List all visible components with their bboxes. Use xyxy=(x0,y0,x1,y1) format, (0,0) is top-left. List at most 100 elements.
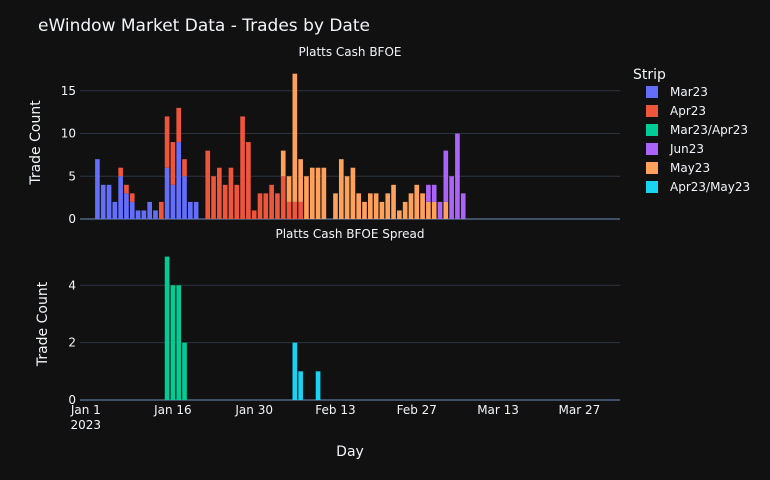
bar-apr23[interactable] xyxy=(246,142,251,219)
bar-apr23[interactable] xyxy=(129,193,135,202)
bar-may23[interactable] xyxy=(408,193,414,219)
bar-apr23[interactable] xyxy=(217,167,222,219)
bar-mar23[interactable] xyxy=(193,201,199,219)
x-tick-label: Jan 16 xyxy=(153,403,192,417)
bar-may23[interactable] xyxy=(309,167,315,219)
legend-swatch[interactable] xyxy=(646,105,658,117)
bar-jun23[interactable] xyxy=(426,184,431,202)
legend-swatch[interactable] xyxy=(646,143,658,155)
legend-item-label[interactable]: May23 xyxy=(670,161,710,175)
bar-jun23[interactable] xyxy=(443,150,449,202)
bar-mar23[interactable] xyxy=(118,176,123,219)
bar-apr23[interactable] xyxy=(222,184,228,219)
bar-apr23[interactable] xyxy=(263,193,269,219)
bar-apr23[interactable] xyxy=(275,193,280,219)
bar-apr23[interactable] xyxy=(205,150,211,219)
bar-may23[interactable] xyxy=(420,193,425,219)
bar-may23[interactable] xyxy=(373,193,379,219)
bar-may23[interactable] xyxy=(315,167,321,219)
x-tick-label: Jan 30 xyxy=(234,403,273,417)
bar-mar23[interactable] xyxy=(182,176,187,219)
bar-apr23[interactable] xyxy=(269,184,274,219)
bar-may23[interactable] xyxy=(338,159,344,219)
bar-mar23[interactable] xyxy=(153,210,158,219)
bar-apr23-may23[interactable] xyxy=(315,371,321,400)
bar-apr23[interactable] xyxy=(234,184,240,219)
bar-mar23-apr23[interactable] xyxy=(176,285,182,400)
bar-mar23[interactable] xyxy=(112,201,118,219)
legend[interactable]: Strip Mar23 Apr23 Mar23/Apr23 Jun23 May23 Apr2… xyxy=(633,67,750,194)
bar-apr23[interactable] xyxy=(158,201,164,219)
bar-apr23[interactable] xyxy=(211,176,216,219)
legend-swatch[interactable] xyxy=(646,86,658,98)
bar-may23[interactable] xyxy=(414,184,420,219)
bar-apr23[interactable] xyxy=(257,193,263,219)
bar-may23[interactable] xyxy=(286,176,292,202)
bar-mar23-apr23[interactable] xyxy=(170,285,176,400)
legend-swatch[interactable] xyxy=(646,162,658,174)
bar-apr23[interactable] xyxy=(280,176,286,219)
bar-apr23-may23[interactable] xyxy=(292,342,298,400)
bar-mar23-apr23[interactable] xyxy=(164,256,170,400)
legend-swatch[interactable] xyxy=(646,181,658,193)
bar-apr23[interactable] xyxy=(240,116,245,219)
legend-swatch[interactable] xyxy=(646,124,658,136)
bar-may23[interactable] xyxy=(280,150,286,177)
bar-may23[interactable] xyxy=(298,159,303,202)
bar-mar23[interactable] xyxy=(170,184,176,219)
bar-may23[interactable] xyxy=(426,201,431,219)
bar-apr23[interactable] xyxy=(286,201,292,219)
bar-mar23[interactable] xyxy=(135,210,141,219)
bar-may23[interactable] xyxy=(362,201,367,219)
bar-may23[interactable] xyxy=(431,201,437,219)
bar-may23[interactable] xyxy=(379,201,385,219)
legend-item-label[interactable]: Apr23/May23 xyxy=(670,180,750,194)
bar-apr23[interactable] xyxy=(124,184,129,194)
bar-jun23[interactable] xyxy=(455,133,460,219)
bar-jun23[interactable] xyxy=(431,184,437,202)
bar-may23[interactable] xyxy=(368,193,373,219)
bar-apr23[interactable] xyxy=(182,159,187,177)
bar-may23[interactable] xyxy=(443,201,449,219)
bar-mar23[interactable] xyxy=(129,201,135,219)
bar-mar23[interactable] xyxy=(95,159,100,219)
bar-jun23[interactable] xyxy=(460,193,466,219)
bar-mar23[interactable] xyxy=(164,167,170,219)
bar-mar23[interactable] xyxy=(176,142,182,219)
legend-item-label[interactable]: Jun23 xyxy=(669,142,704,156)
bar-may23[interactable] xyxy=(397,210,402,219)
bar-apr23[interactable] xyxy=(170,142,176,185)
bar-apr23[interactable] xyxy=(298,201,303,219)
bar-may23[interactable] xyxy=(344,176,350,219)
legend-item-label[interactable]: Mar23/Apr23 xyxy=(670,123,748,137)
bar-may23[interactable] xyxy=(321,167,327,219)
legend-title: Strip xyxy=(633,67,666,83)
legend-item-label[interactable]: Mar23 xyxy=(670,85,708,99)
bar-apr23[interactable] xyxy=(118,167,123,177)
bar-jun23[interactable] xyxy=(437,201,443,219)
bar-mar23-apr23[interactable] xyxy=(182,342,187,400)
bar-mar23[interactable] xyxy=(147,201,152,219)
bar-may23[interactable] xyxy=(402,201,408,219)
bar-may23[interactable] xyxy=(333,193,338,219)
bar-may23[interactable] xyxy=(304,176,309,219)
bar-mar23[interactable] xyxy=(106,184,112,219)
bar-mar23[interactable] xyxy=(141,210,147,219)
bar-may23[interactable] xyxy=(391,184,396,219)
bar-apr23[interactable] xyxy=(292,201,298,219)
bar-apr23[interactable] xyxy=(176,107,182,143)
bar-apr23-may23[interactable] xyxy=(298,371,303,400)
legend-item-label[interactable]: Apr23 xyxy=(670,104,706,118)
bar-jun23[interactable] xyxy=(449,176,454,219)
bar-apr23[interactable] xyxy=(228,167,234,219)
bar-may23[interactable] xyxy=(385,193,391,219)
bar-may23[interactable] xyxy=(292,73,298,202)
bar-may23[interactable] xyxy=(356,193,362,219)
bar-apr23[interactable] xyxy=(164,116,170,168)
bar-may23[interactable] xyxy=(350,167,356,219)
bar-apr23[interactable] xyxy=(251,210,257,219)
bar-mar23[interactable] xyxy=(124,193,129,219)
bar-mar23[interactable] xyxy=(100,184,106,219)
bar-mar23[interactable] xyxy=(188,201,193,219)
